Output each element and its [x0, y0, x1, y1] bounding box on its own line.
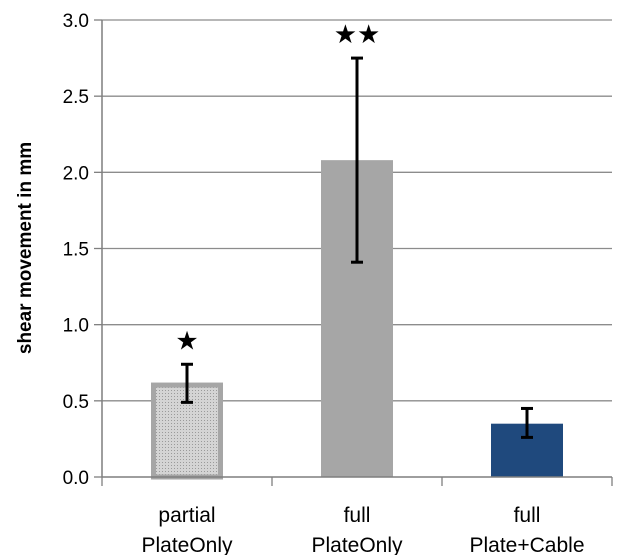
y-tick-label: 2.0 — [63, 163, 89, 184]
y-tick-label: 0.5 — [63, 392, 89, 413]
x-category-label: Plate+Cable — [470, 534, 585, 555]
y-tick-label: 2.5 — [63, 87, 89, 108]
significance-marker: ★★ — [334, 20, 381, 50]
x-category-label: PlateOnly — [311, 534, 403, 555]
y-tick-label: 1.5 — [63, 240, 89, 261]
y-tick-label: 3.0 — [63, 11, 89, 32]
y-axis-title: shear movement in mm — [15, 142, 36, 354]
x-category-label: full — [344, 504, 371, 527]
y-tick-label: 1.0 — [63, 316, 89, 337]
x-category-label: partial — [158, 504, 215, 527]
significance-marker: ★ — [175, 326, 198, 356]
x-category-label: full — [514, 504, 541, 527]
x-category-label: PlateOnly — [141, 534, 233, 555]
y-tick-label: 0.0 — [63, 468, 89, 489]
